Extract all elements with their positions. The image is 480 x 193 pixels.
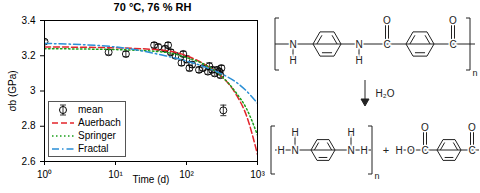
svg-text:H: H	[395, 145, 402, 156]
svg-text:N: N	[355, 39, 362, 50]
svg-text:2.8: 2.8	[22, 120, 36, 131]
svg-text:n: n	[472, 68, 477, 78]
svg-text:C: C	[383, 39, 390, 50]
svg-text:H: H	[291, 127, 298, 138]
html-text:mean: mean	[78, 104, 103, 115]
svg-text:3.4: 3.4	[22, 15, 36, 26]
svg-text:H₂O: H₂O	[376, 88, 395, 99]
svg-text:10¹: 10¹	[108, 169, 123, 180]
svg-text:H: H	[355, 55, 362, 66]
svg-text:C: C	[421, 145, 428, 156]
svg-text:H: H	[360, 145, 367, 156]
svg-text:10⁰: 10⁰	[37, 169, 52, 180]
svg-text:C: C	[449, 39, 456, 50]
svg-text:N: N	[347, 145, 354, 156]
svg-text:3.2: 3.2	[22, 50, 36, 61]
svg-text:O: O	[407, 145, 415, 156]
svg-text:+: +	[383, 144, 389, 156]
svg-text:H: H	[289, 55, 296, 66]
svg-text:n: n	[374, 171, 379, 181]
html-text:Springer: Springer	[78, 130, 116, 141]
svg-text:3: 3	[30, 85, 36, 96]
svg-text:Time (d): Time (d)	[133, 174, 170, 185]
svg-text:10²: 10²	[179, 169, 194, 180]
svg-text:H: H	[277, 145, 284, 156]
svg-text:N: N	[291, 145, 298, 156]
html-text:70 °C, 76 % RH: 70 °C, 76 % RH	[113, 1, 192, 13]
svg-text:O: O	[383, 15, 391, 26]
svg-text:C: C	[468, 145, 475, 156]
svg-text:N: N	[289, 39, 296, 50]
svg-text:H: H	[347, 127, 354, 138]
html-text:Fractal: Fractal	[78, 143, 109, 154]
html-text:Auerbach: Auerbach	[78, 117, 121, 128]
svg-text:σb (GPa): σb (GPa)	[7, 70, 18, 111]
svg-text:10³: 10³	[250, 169, 265, 180]
svg-text:O: O	[421, 122, 429, 133]
svg-text:O: O	[468, 122, 476, 133]
svg-text:O: O	[449, 15, 457, 26]
svg-text:2.6: 2.6	[22, 156, 36, 167]
